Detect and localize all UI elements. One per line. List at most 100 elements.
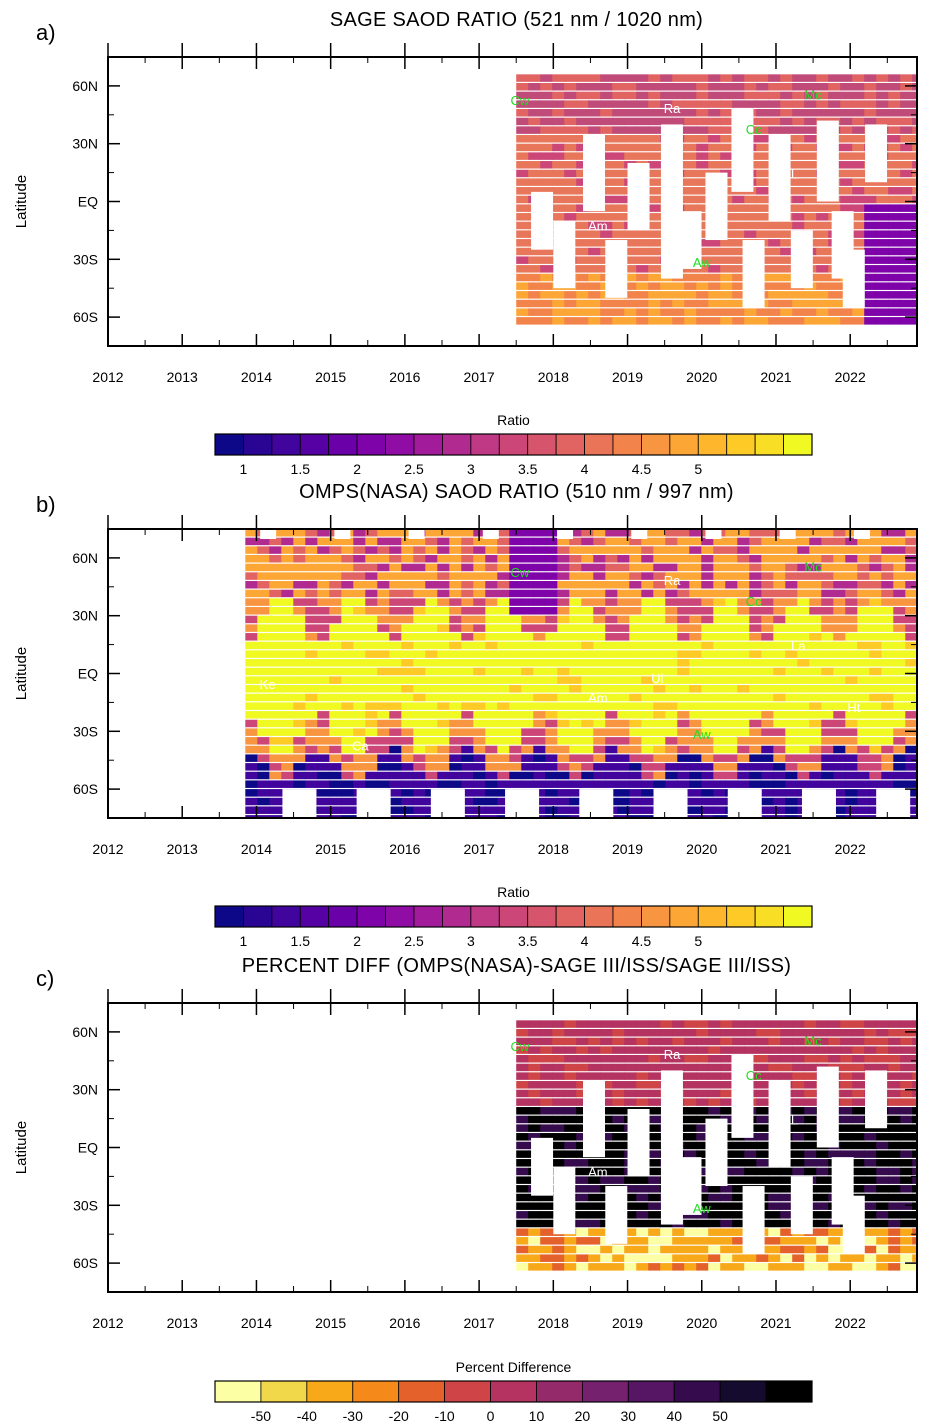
colorbar-label: 0 bbox=[487, 1408, 495, 1424]
missing-data bbox=[742, 240, 765, 308]
colorbar-swatch bbox=[356, 905, 386, 928]
y-tick-label: 30N bbox=[72, 1082, 98, 1098]
colorbar-swatch bbox=[555, 433, 585, 456]
x-tick-label: 2022 bbox=[835, 1315, 866, 1331]
colorbar-swatch bbox=[641, 905, 671, 928]
colorbar-swatch bbox=[385, 433, 415, 456]
missing-data bbox=[631, 529, 648, 539]
colorbar-label: -20 bbox=[389, 1408, 409, 1424]
colorbar-swatch bbox=[697, 433, 728, 456]
x-tick-label: 2021 bbox=[760, 369, 791, 385]
colorbar-swatch bbox=[726, 433, 756, 456]
colorbar-swatch bbox=[754, 433, 784, 456]
colorbar-label: 1.5 bbox=[291, 461, 311, 477]
colorbar-label: 2 bbox=[353, 933, 361, 949]
event-label: Ra bbox=[664, 573, 681, 588]
colorbar-label: 40 bbox=[666, 1408, 682, 1424]
colorbar-swatch bbox=[444, 1380, 491, 1403]
missing-data bbox=[842, 249, 865, 308]
chart-title: SAGE SAOD RATIO (521 nm / 1020 nm) bbox=[330, 9, 703, 31]
panel-letter: a) bbox=[36, 20, 56, 45]
missing-data bbox=[583, 134, 606, 212]
x-tick-label: 2018 bbox=[538, 1315, 569, 1331]
missing-data bbox=[660, 1070, 683, 1225]
x-tick-label: 2020 bbox=[686, 841, 717, 857]
missing-data bbox=[653, 789, 688, 818]
x-tick-label: 2021 bbox=[760, 841, 791, 857]
colorbar-swatch bbox=[306, 1380, 354, 1403]
colorbar-label: 10 bbox=[529, 1408, 545, 1424]
colorbar-swatch bbox=[581, 1380, 629, 1403]
missing-data bbox=[557, 529, 574, 539]
missing-data bbox=[627, 1108, 650, 1177]
event-label: Aw bbox=[693, 727, 711, 742]
colorbar-label: 1.5 bbox=[291, 933, 311, 949]
missing-data bbox=[579, 789, 614, 818]
y-tick-label: EQ bbox=[78, 194, 98, 210]
colorbar-swatch bbox=[498, 433, 529, 456]
colorbar-swatch bbox=[669, 905, 699, 928]
colorbar-swatch bbox=[612, 433, 642, 456]
y-axis-label: Latitude bbox=[13, 1121, 30, 1174]
y-tick-label: 60N bbox=[72, 550, 98, 566]
chart-title: OMPS(NASA) SAOD RATIO (510 nm / 997 nm) bbox=[299, 481, 734, 503]
event-label: Am bbox=[588, 690, 608, 705]
missing-data bbox=[768, 134, 791, 221]
colorbar-swatch bbox=[271, 433, 301, 456]
colorbar-swatch bbox=[783, 905, 813, 928]
missing-data bbox=[260, 529, 277, 539]
colorbar-title: Ratio bbox=[497, 884, 530, 900]
x-tick-label: 2018 bbox=[538, 369, 569, 385]
event-label: Mc bbox=[804, 87, 822, 102]
event-label: Aw bbox=[693, 1201, 711, 1216]
colorbar-label: 3.5 bbox=[518, 933, 538, 949]
colorbar-swatch bbox=[470, 433, 500, 456]
colorbar-label: -30 bbox=[343, 1408, 363, 1424]
colorbar-swatch bbox=[385, 905, 415, 928]
colorbar-swatch bbox=[527, 433, 557, 456]
colorbar-swatch bbox=[243, 905, 273, 928]
colorbar-swatch bbox=[271, 905, 301, 928]
colorbar-swatch bbox=[584, 433, 614, 456]
colorbar-swatch bbox=[536, 1380, 583, 1403]
colorbar-label: 3.5 bbox=[518, 461, 538, 477]
colorbar-label: -50 bbox=[251, 1408, 271, 1424]
colorbar-frame bbox=[214, 433, 813, 456]
x-tick-label: 2022 bbox=[835, 369, 866, 385]
colorbar-swatch bbox=[398, 1380, 446, 1403]
colorbar-label: 2.5 bbox=[404, 461, 424, 477]
missing-data bbox=[731, 1055, 754, 1138]
colorbar-label: 5 bbox=[694, 461, 702, 477]
x-tick-label: 2019 bbox=[612, 1315, 643, 1331]
missing-data bbox=[482, 529, 499, 539]
missing-data bbox=[727, 789, 762, 818]
x-tick-label: 2012 bbox=[92, 1315, 123, 1331]
x-tick-label: 2015 bbox=[315, 1315, 346, 1331]
colorbar-label: 4 bbox=[581, 933, 589, 949]
event-label: La bbox=[791, 638, 806, 653]
colorbar-swatch bbox=[442, 905, 472, 928]
colorbar-swatch bbox=[214, 433, 244, 456]
event-label: Cc bbox=[746, 1068, 762, 1083]
colorbar-swatch bbox=[299, 905, 330, 928]
colorbar-swatch bbox=[754, 905, 784, 928]
y-tick-label: 30N bbox=[72, 136, 98, 152]
colorbar-swatch bbox=[555, 905, 585, 928]
x-tick-label: 2012 bbox=[92, 369, 123, 385]
colorbar-swatch bbox=[299, 433, 330, 456]
missing-data bbox=[553, 1166, 576, 1235]
colorbar-swatch bbox=[584, 905, 614, 928]
colorbar-swatch bbox=[612, 905, 642, 928]
x-tick-label: 2015 bbox=[315, 369, 346, 385]
missing-data bbox=[605, 1186, 628, 1244]
colorbar-swatch bbox=[214, 1380, 262, 1403]
missing-data bbox=[356, 789, 391, 818]
missing-data bbox=[605, 240, 628, 298]
colorbar-label: -10 bbox=[434, 1408, 454, 1424]
x-tick-label: 2013 bbox=[167, 369, 198, 385]
event-label: Ra bbox=[664, 1047, 681, 1062]
missing-data bbox=[790, 1176, 813, 1235]
y-tick-label: EQ bbox=[78, 1140, 98, 1156]
colorbar-title: Percent Difference bbox=[456, 1359, 572, 1375]
x-tick-label: 2017 bbox=[464, 369, 495, 385]
